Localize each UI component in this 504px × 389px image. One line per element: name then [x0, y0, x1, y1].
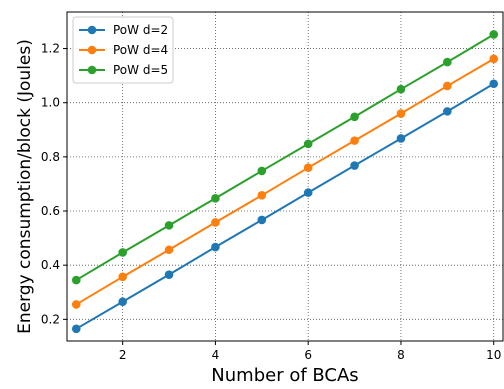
- legend-label: PoW d=5: [113, 63, 168, 77]
- x-tick-label: 6: [304, 348, 312, 362]
- legend-swatch-marker: [87, 45, 97, 55]
- data-point: [443, 81, 452, 91]
- legend-label: PoW d=4: [113, 43, 168, 57]
- x-tick-label: 2: [119, 348, 127, 362]
- legend-label: PoW d=2: [113, 23, 168, 37]
- y-axis-label: Energy consumption/block (Joules): [15, 39, 35, 334]
- data-point: [71, 300, 81, 309]
- data-point: [118, 248, 127, 257]
- data-point: [396, 109, 406, 118]
- x-tick-label: 10: [486, 348, 501, 362]
- y-tick-label: 0.2: [41, 312, 60, 326]
- data-point: [164, 270, 174, 279]
- y-tick-label: 0.4: [41, 258, 60, 272]
- data-point: [71, 275, 81, 285]
- data-point: [350, 161, 359, 170]
- series-line-3: [75, 33, 495, 281]
- data-point: [71, 324, 81, 334]
- data-point: [443, 107, 452, 116]
- data-point: [303, 188, 313, 197]
- x-tick-label: 8: [397, 348, 405, 362]
- data-point: [350, 136, 359, 145]
- data-point: [211, 242, 220, 252]
- data-point: [489, 79, 499, 89]
- data-point: [257, 166, 267, 176]
- data-point: [303, 139, 313, 149]
- legend-swatch-marker: [87, 65, 97, 75]
- data-point: [257, 191, 267, 200]
- data-point: [118, 297, 127, 307]
- series-layer: [71, 30, 499, 334]
- data-point: [396, 134, 406, 143]
- x-axis-label: Number of BCAs: [211, 365, 358, 385]
- data-point: [396, 84, 406, 94]
- series-line-1: [75, 82, 495, 330]
- data-point: [489, 30, 499, 39]
- data-point: [257, 215, 267, 225]
- legend-swatch-marker: [87, 25, 97, 35]
- data-point: [211, 218, 220, 227]
- y-tick-label: 1.2: [41, 42, 60, 56]
- y-tick-label: 1.0: [41, 96, 60, 110]
- data-point: [350, 112, 359, 122]
- y-tick-label: 0.8: [41, 150, 60, 164]
- axes: 2 4 6 8 10 0.2 0.4 0.6 0.8 1.0 1.2: [41, 42, 501, 362]
- data-point: [443, 57, 452, 67]
- data-point: [489, 54, 499, 64]
- plot-frame: [66, 11, 504, 342]
- data-point: [303, 163, 313, 172]
- x-tick-label: 4: [212, 348, 220, 362]
- legend: PoW d=2 PoW d=4 PoW d=5: [72, 16, 174, 84]
- data-point: [164, 245, 174, 255]
- series-line-2: [75, 57, 495, 306]
- data-point: [164, 221, 174, 230]
- data-point: [118, 272, 127, 282]
- legend-box: [72, 16, 174, 84]
- data-point: [211, 193, 220, 203]
- y-tick-label: 0.6: [41, 204, 60, 218]
